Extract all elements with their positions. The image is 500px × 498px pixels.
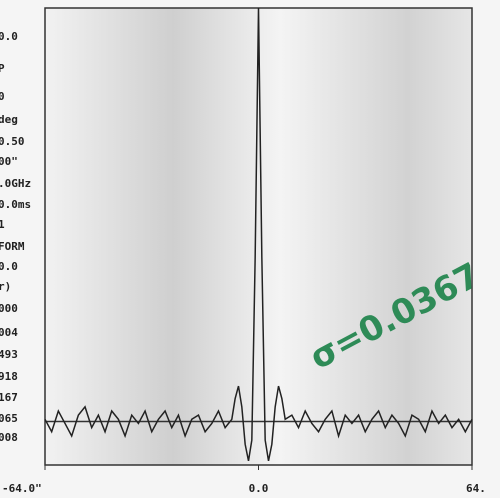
- x-tick-label: -64.0": [2, 482, 42, 495]
- side-label: 493: [0, 348, 18, 361]
- side-label: 008: [0, 431, 18, 444]
- side-label: r): [0, 280, 11, 293]
- side-label: 1: [0, 218, 5, 231]
- side-label: 167: [0, 391, 18, 404]
- side-label: 0.50: [0, 135, 25, 148]
- side-label: 004: [0, 326, 18, 339]
- side-label: deg: [0, 113, 18, 126]
- x-tick-label: 64.: [466, 482, 486, 495]
- side-label: 065: [0, 412, 18, 425]
- side-label: 0.0: [0, 260, 18, 273]
- x-tick-label: 0.0: [249, 482, 269, 495]
- plot-frame: [44, 7, 473, 466]
- side-label: 000: [0, 302, 18, 315]
- side-label: 918: [0, 370, 18, 383]
- side-label: 0: [0, 90, 5, 103]
- side-label: 0.0ms: [0, 198, 31, 211]
- side-label: .0GHz: [0, 177, 31, 190]
- side-label: 00": [0, 155, 18, 168]
- signal-line: [44, 7, 473, 461]
- side-label: FORM: [0, 240, 25, 253]
- side-label: 0.0: [0, 30, 18, 43]
- side-label: P: [0, 62, 5, 75]
